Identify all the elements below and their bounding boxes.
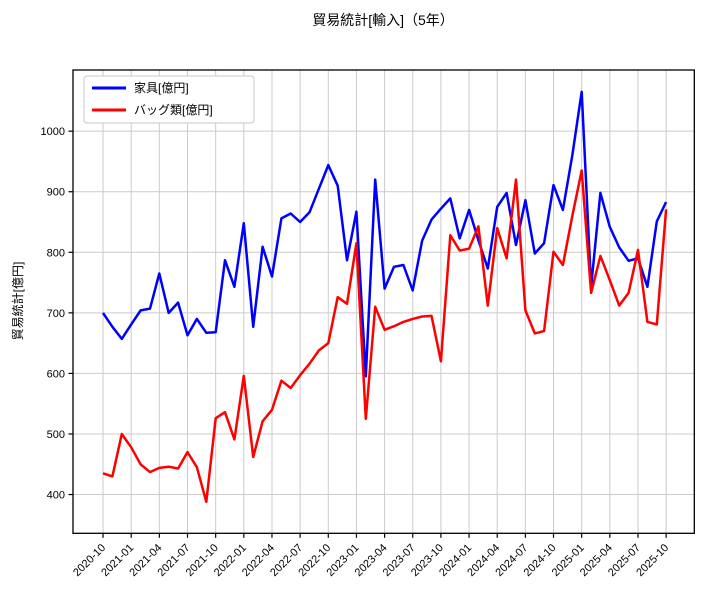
legend-label-bags: バッグ類[億円]	[134, 103, 213, 117]
legend-label-furniture: 家具[億円]	[134, 80, 189, 95]
legend: 家具[億円] バッグ類[億円]	[83, 75, 255, 124]
y-tick-label: 600	[47, 368, 65, 380]
y-tick-label: 500	[47, 429, 65, 441]
y-tick-label: 1000	[41, 126, 65, 138]
y-tick-label: 400	[47, 490, 65, 502]
y-tick-label: 900	[47, 187, 65, 199]
chart-title: 貿易統計[輸入]（5年）	[312, 12, 454, 28]
y-axis-ticks: 400 500 600 700 800 900 1000	[41, 126, 73, 502]
gridlines	[73, 70, 695, 534]
y-tick-label: 700	[47, 308, 65, 320]
plot-border	[72, 69, 695, 534]
legend-frame	[83, 75, 255, 124]
series-line-bags	[102, 169, 668, 504]
y-tick-label: 800	[47, 247, 65, 259]
data-series	[101, 90, 668, 504]
y-axis-label: 貿易統計[億円]	[10, 262, 25, 341]
series-line-furniture	[101, 90, 668, 378]
